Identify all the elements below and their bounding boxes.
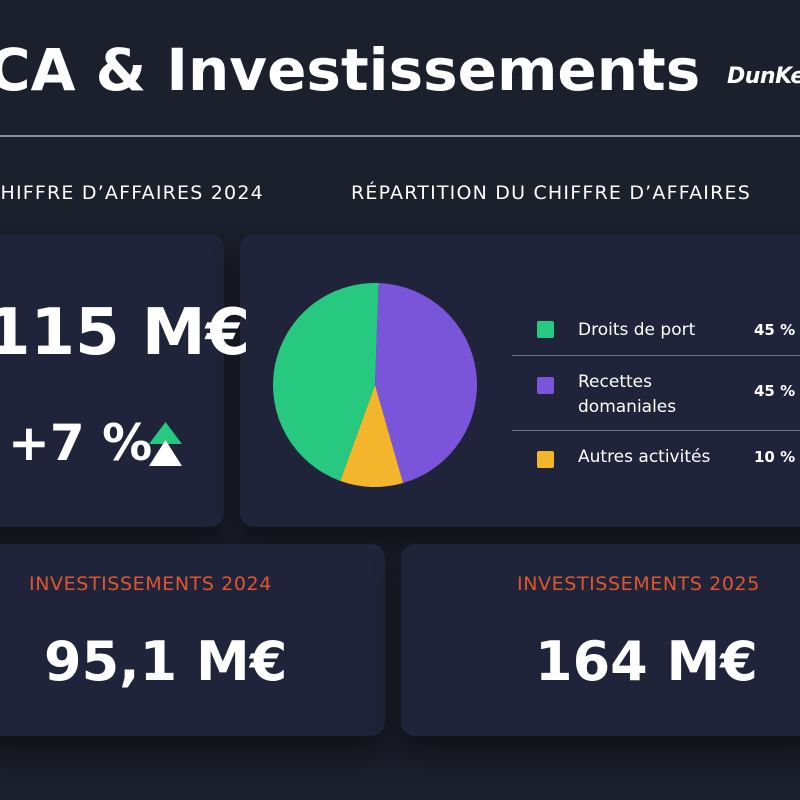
legend-divider (512, 355, 800, 356)
repartition-pie-chart (273, 283, 478, 487)
ca-section-label: CHIFFRE D’AFFAIRES 2024 (0, 182, 264, 204)
ca-growth: +7 % (8, 414, 153, 472)
investments-2025-label: INVESTISSEMENTS 2025 (517, 573, 760, 595)
up-arrow-icon (149, 422, 182, 466)
legend-swatch (537, 321, 554, 338)
legend-percent: 45 % (754, 321, 796, 339)
investments-2024-card (0, 544, 385, 736)
investments-2024-value: 95,1 M€ (44, 630, 288, 693)
pie-slice-autres-activit-s (340, 385, 404, 487)
ca-value: 115 M€ (0, 296, 251, 370)
legend-divider (512, 430, 800, 431)
legend-label: Autres activités (578, 447, 711, 467)
legend-label: Droits de port (578, 320, 696, 340)
investments-2025-value: 164 M€ (535, 630, 758, 693)
page-title: CA & Investissements (0, 36, 701, 104)
investments-2024-label: INVESTISSEMENTS 2024 (29, 573, 272, 595)
ca-card (0, 234, 224, 527)
pie-slice-droits-de-port (273, 283, 379, 481)
header-divider (0, 135, 800, 137)
legend-label: Recettes domaniales (578, 372, 677, 417)
brand-logo: DunKe (727, 64, 800, 89)
investments-2025-card (401, 544, 800, 736)
pie-slice-recettes-domaniales (375, 283, 478, 484)
repartition-section-label: RÉPARTITION DU CHIFFRE D’AFFAIRES (351, 182, 751, 204)
legend-percent: 10 % (754, 448, 796, 466)
legend-swatch (537, 451, 554, 468)
legend-swatch (537, 377, 554, 394)
legend-percent: 45 % (754, 382, 796, 400)
